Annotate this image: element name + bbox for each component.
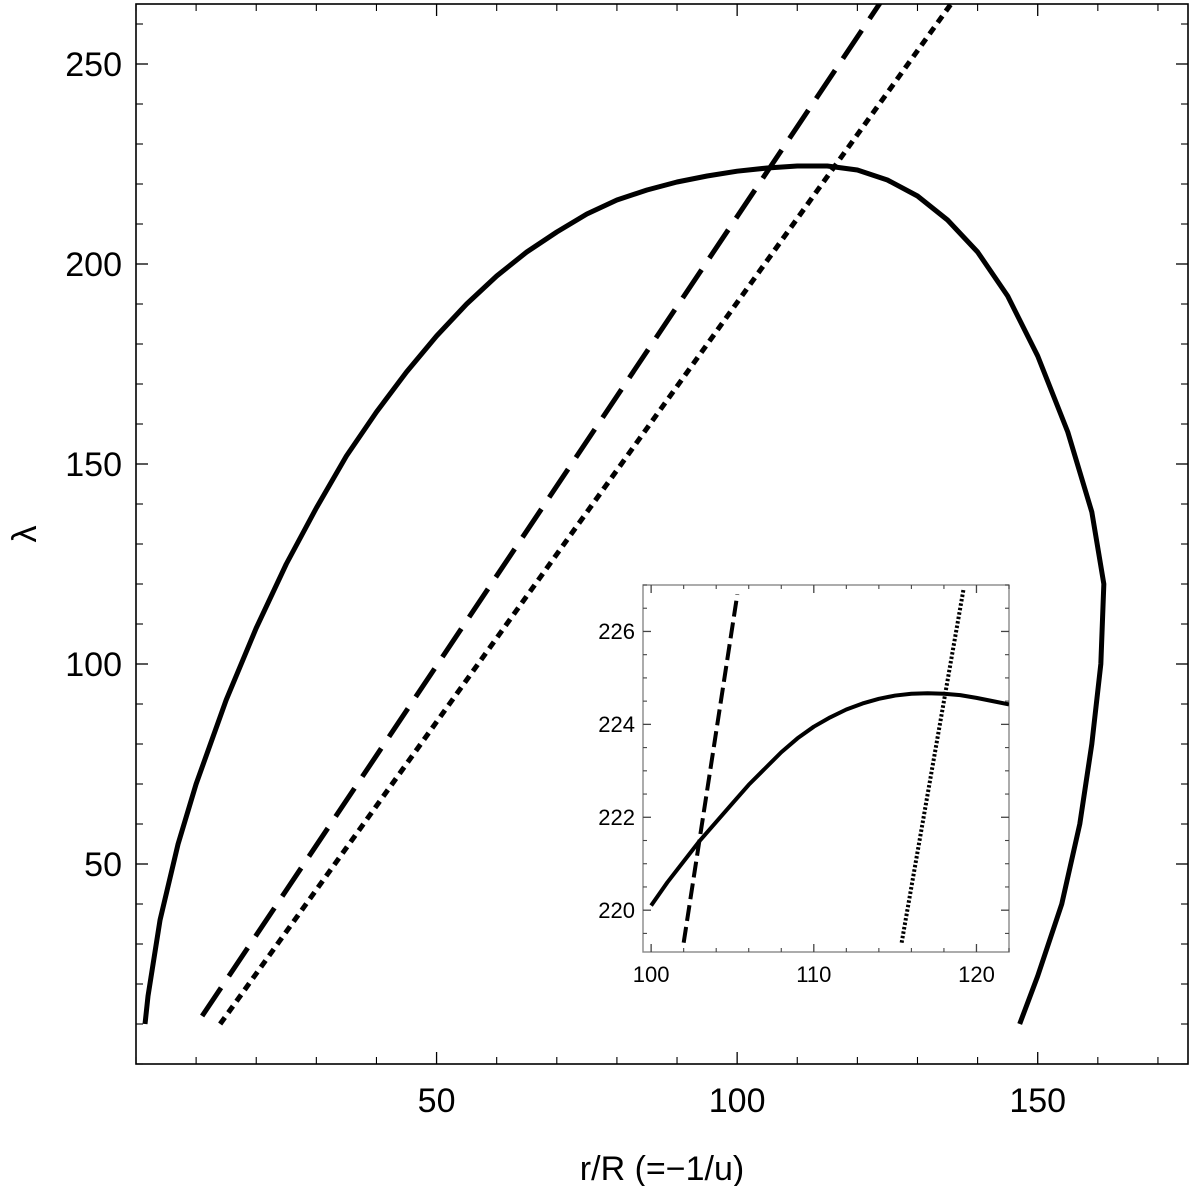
main-y-tick-label: 50 <box>84 846 122 884</box>
main-x-axis-label: r/R (=−1/u) <box>580 1150 744 1186</box>
inset-series-dashed-line <box>681 593 740 944</box>
inset-series-dotted-line <box>899 589 966 944</box>
main-x-tick-label: 100 <box>709 1082 766 1120</box>
main-series-dotted-line <box>218 4 955 1026</box>
main-y-tick-label: 250 <box>65 46 122 84</box>
main-series-solid-line <box>142 163 1107 1025</box>
main-y-tick-label: 100 <box>65 646 122 684</box>
main-x-tick-label: 50 <box>418 1082 456 1120</box>
main-x-tick-label: 150 <box>1009 1082 1066 1120</box>
inset-y-tick-label: 220 <box>598 898 635 923</box>
inset-x-tick-label: 100 <box>633 962 670 987</box>
main-y-tick-label: 150 <box>65 446 122 484</box>
inset-y-tick-label: 226 <box>598 619 635 644</box>
inset-x-tick-label: 110 <box>796 962 831 987</box>
inset-series-solid-line <box>649 691 1009 907</box>
main-series-dashed-line <box>200 4 883 1018</box>
inset-x-tick-label: 120 <box>958 962 995 987</box>
inset-plot-frame <box>642 584 1010 953</box>
main-plot: 50 100 150 50 100 150 200 250 r/R (=−1/u) λ <box>6 3 1189 1186</box>
main-y-axis-label: λ <box>6 526 44 543</box>
inset-plot: 100 110 120 220 222 224 226 <box>598 584 1010 987</box>
main-y-tick-label: 200 <box>65 246 122 284</box>
inset-y-tick-label: 224 <box>598 712 635 737</box>
inset-y-tick-label: 222 <box>598 805 635 830</box>
